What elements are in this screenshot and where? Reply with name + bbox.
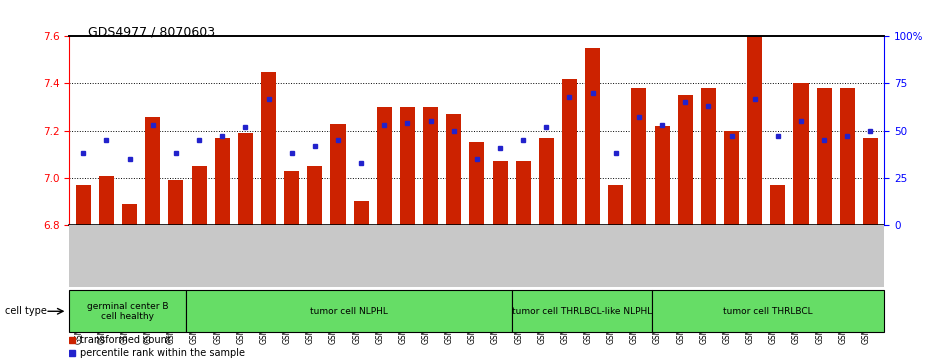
Bar <box>794 83 808 225</box>
Bar <box>655 126 669 225</box>
Bar <box>400 107 415 225</box>
Bar <box>122 204 137 225</box>
Bar <box>770 185 785 225</box>
Bar <box>354 201 369 225</box>
Text: GDS4977 / 8070603: GDS4977 / 8070603 <box>88 25 215 38</box>
Text: tumor cell NLPHL: tumor cell NLPHL <box>310 307 388 316</box>
Bar <box>539 138 554 225</box>
Bar <box>307 166 322 225</box>
Bar <box>76 185 91 225</box>
Bar <box>331 124 345 225</box>
Bar <box>469 143 484 225</box>
Bar <box>512 290 652 332</box>
Bar <box>652 290 884 332</box>
Bar <box>817 88 832 225</box>
Bar <box>701 88 716 225</box>
Bar <box>863 138 878 225</box>
Bar <box>562 79 577 225</box>
Bar <box>585 48 600 225</box>
Bar <box>423 107 438 225</box>
Bar <box>608 185 623 225</box>
Bar <box>632 88 646 225</box>
Bar <box>377 107 392 225</box>
Bar <box>186 290 512 332</box>
Bar <box>261 72 276 225</box>
Bar <box>69 290 186 332</box>
Bar <box>493 162 507 225</box>
Text: tumor cell THRLBCL: tumor cell THRLBCL <box>723 307 813 316</box>
Text: percentile rank within the sample: percentile rank within the sample <box>80 348 244 358</box>
Text: germinal center B
cell healthy: germinal center B cell healthy <box>87 302 169 321</box>
Text: tumor cell THRLBCL-like NLPHL: tumor cell THRLBCL-like NLPHL <box>511 307 652 316</box>
Bar <box>724 131 739 225</box>
Bar <box>169 180 183 225</box>
Bar <box>678 95 693 225</box>
Bar <box>840 88 855 225</box>
Bar <box>215 138 230 225</box>
Bar <box>747 8 762 225</box>
Bar <box>238 133 253 225</box>
Bar <box>192 166 206 225</box>
Text: transformed count: transformed count <box>80 335 170 345</box>
Text: cell type: cell type <box>5 306 46 316</box>
Bar <box>516 162 531 225</box>
Bar <box>145 117 160 225</box>
Bar <box>446 114 461 225</box>
Bar <box>99 176 114 225</box>
Bar <box>284 171 299 225</box>
